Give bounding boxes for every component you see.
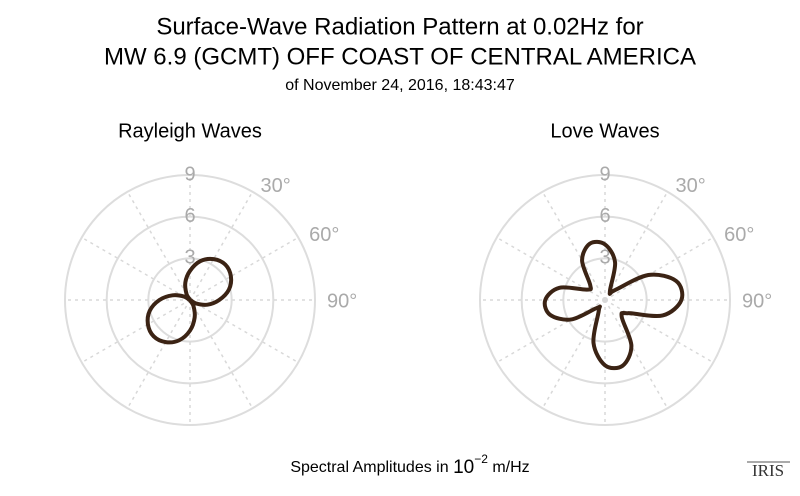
title-line: Surface-Wave Radiation Pattern at 0.02Hz…	[156, 13, 643, 40]
spoke-grid-line	[126, 299, 191, 409]
chart-title: Love Waves	[550, 120, 659, 142]
spoke-grid-line	[604, 191, 669, 301]
spoke-grid-line	[604, 236, 714, 301]
spoke-grid-line	[189, 236, 299, 301]
caption-text: Spectral Amplitudes in	[290, 459, 453, 476]
ring-grid-line	[520, 215, 690, 385]
r-tick-label: 9	[184, 163, 195, 185]
spoke-grid-line	[604, 299, 714, 364]
ring-grid-line	[105, 215, 275, 385]
ring-grid-line	[147, 257, 233, 343]
r-tick-label: 3	[184, 247, 195, 269]
theta-tick-label: 90°	[742, 290, 772, 312]
caption-base: 10	[453, 457, 474, 478]
subtitle: of November 24, 2016, 18:43:47	[285, 77, 515, 94]
ring-grid-line	[64, 174, 316, 426]
spoke-grid-line	[81, 299, 191, 364]
logo: IRIS	[752, 461, 784, 480]
r-tick-label: 9	[599, 163, 610, 185]
spoke-grid-line	[189, 191, 254, 301]
radiation-pattern	[145, 256, 234, 345]
spoke-grid-line	[541, 191, 606, 301]
theta-tick-label: 60°	[724, 224, 754, 246]
theta-tick-label: 30°	[676, 175, 706, 197]
r-tick-label: 6	[599, 205, 610, 227]
r-tick-label: 6	[184, 205, 195, 227]
theta-tick-label: 30°	[261, 175, 291, 197]
caption: Spectral Amplitudes in 10−2 m/Hz	[290, 452, 529, 478]
chart-title: Rayleigh Waves	[118, 120, 262, 142]
ring-grid-line	[479, 174, 731, 426]
radiation-pattern	[542, 239, 685, 371]
spoke-grid-line	[496, 299, 606, 364]
spoke-grid-line	[126, 191, 191, 301]
spoke-grid-line	[189, 299, 254, 409]
caption-unit: m/Hz	[488, 459, 530, 476]
theta-tick-label: 90°	[327, 290, 357, 312]
spoke-grid-line	[189, 299, 299, 364]
theta-tick-label: 60°	[309, 224, 339, 246]
ring-grid-line	[562, 257, 648, 343]
caption-exponent: −2	[474, 452, 488, 466]
title-line: MW 6.9 (GCMT) OFF COAST OF CENTRAL AMERI…	[104, 43, 696, 70]
spoke-grid-line	[81, 236, 191, 301]
r-tick-label: 3	[599, 247, 610, 269]
